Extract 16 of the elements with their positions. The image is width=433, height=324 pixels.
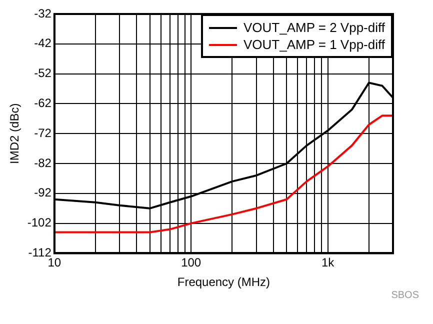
- y-axis-title: IMD2 (dBc): [8, 103, 22, 164]
- y-tick-label: -42: [34, 36, 52, 50]
- y-tick-label: -72: [34, 126, 52, 140]
- y-tick-label: -52: [34, 66, 52, 80]
- x-tick-label: 100: [181, 256, 202, 270]
- legend-label: VOUT_AMP = 1 Vpp-diff: [242, 36, 385, 53]
- legend-label: VOUT_AMP = 2 Vpp-diff: [242, 19, 385, 36]
- y-tick-label: -62: [34, 96, 52, 110]
- y-tick-label: -32: [34, 6, 52, 20]
- y-tick-label: -92: [34, 186, 52, 200]
- x-axis-title: Frequency (MHz): [177, 275, 270, 290]
- x-tick-label: 1k: [321, 256, 336, 270]
- x-tick-label: 10: [48, 256, 62, 270]
- y-tick-label: -102: [27, 216, 52, 230]
- y-tick-label: -82: [34, 156, 52, 170]
- text: SBOS: [391, 290, 419, 301]
